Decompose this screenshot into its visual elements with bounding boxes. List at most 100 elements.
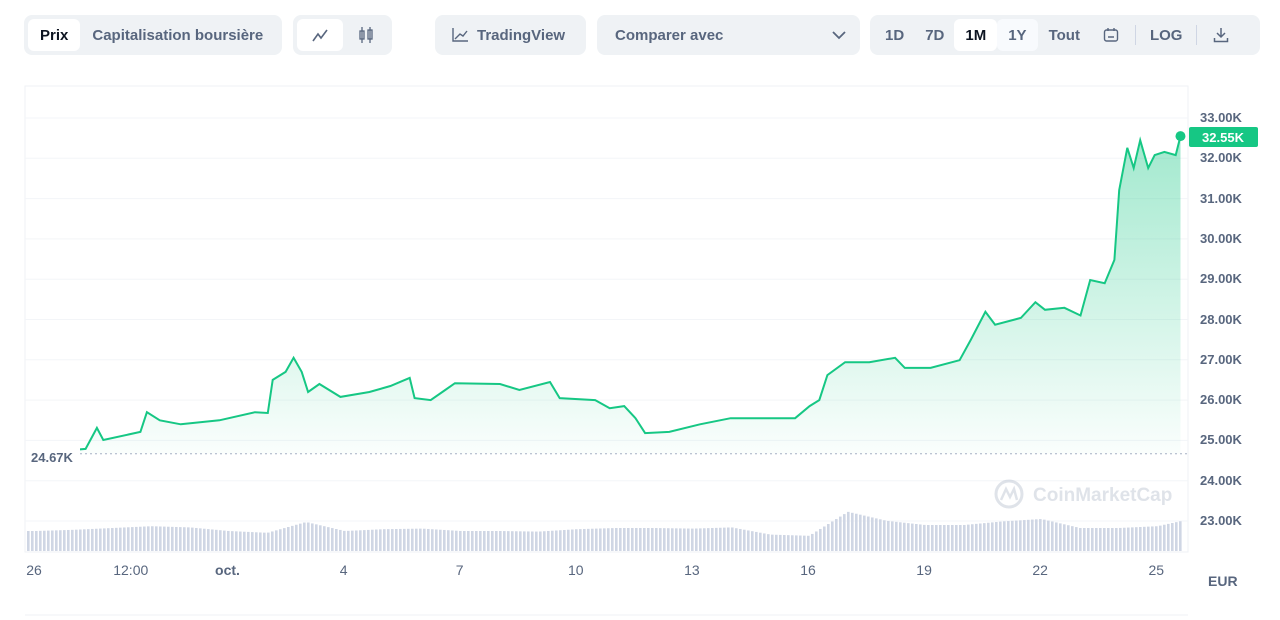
range-all[interactable]: Tout	[1048, 26, 1080, 44]
download-button[interactable]	[1201, 19, 1241, 51]
volume-bar	[471, 531, 474, 551]
volume-bar	[511, 531, 514, 551]
range-1y[interactable]: 1Y	[997, 19, 1038, 51]
y-tick-label: 33.00K	[1200, 110, 1242, 125]
volume-bar	[699, 528, 702, 551]
svg-text:CoinMarketCap: CoinMarketCap	[1033, 485, 1172, 506]
tradingview-button[interactable]: TradingView	[435, 15, 586, 55]
volume-bar	[1055, 522, 1058, 551]
volume-bar	[975, 523, 978, 551]
volume-bar	[259, 532, 262, 551]
volume-bar	[951, 525, 954, 551]
volume-bar	[1131, 527, 1134, 551]
volume-bar	[727, 527, 730, 551]
price-area	[27, 136, 1181, 454]
volume-bar	[171, 526, 174, 551]
volume-bar	[547, 530, 550, 551]
volume-bar	[519, 531, 522, 551]
volume-bar	[1163, 524, 1166, 551]
y-tick-label: 27.00K	[1200, 351, 1242, 367]
volume-bar	[1151, 526, 1154, 551]
volume-bar	[911, 523, 914, 551]
range-1m[interactable]: 1M	[954, 19, 998, 51]
range-1d[interactable]: 1D	[885, 26, 905, 44]
volume-bar	[295, 524, 298, 551]
volume-bar	[703, 528, 706, 551]
volume-bar	[879, 519, 882, 551]
volume-bar	[671, 528, 674, 551]
volume-bar	[959, 525, 962, 551]
volume-bar	[251, 532, 254, 551]
volume-bar	[1075, 527, 1078, 551]
volume-bar	[967, 524, 970, 551]
coinmarketcap-watermark: CoinMarketCap	[994, 479, 1172, 509]
volume-bar	[739, 528, 742, 551]
volume-bar	[931, 525, 934, 551]
volume-bar	[87, 529, 90, 551]
volume-bar	[555, 530, 558, 551]
volume-bar	[231, 531, 234, 551]
volume-bar	[1043, 519, 1046, 551]
volume-bar	[819, 528, 822, 551]
volume-bar	[915, 524, 918, 551]
volume-bar	[271, 531, 274, 551]
volume-bar	[475, 531, 478, 551]
volume-bar	[855, 513, 858, 551]
download-icon	[1214, 28, 1229, 43]
volume-bar	[867, 516, 870, 551]
tab-market-cap[interactable]: Capitalisation boursière	[92, 26, 264, 44]
volume-bar	[815, 531, 818, 551]
volume-bar	[111, 528, 114, 551]
volume-bar	[275, 530, 278, 551]
candlestick-button[interactable]	[343, 19, 389, 51]
log-scale-toggle[interactable]: LOG	[1149, 26, 1183, 44]
volume-bar	[63, 530, 66, 551]
volume-bar	[683, 528, 686, 551]
volume-bar	[1179, 521, 1182, 551]
x-tick-label: 22	[1032, 562, 1048, 578]
volume-bar	[1031, 519, 1034, 551]
metric-toggle: Prix Capitalisation boursière	[24, 15, 282, 55]
range-7d[interactable]: 7D	[925, 26, 945, 44]
date-range-button[interactable]	[1091, 19, 1131, 51]
volume-bar	[763, 533, 766, 551]
volume-bar	[711, 528, 714, 551]
volume-bar	[843, 514, 846, 551]
volume-bar	[579, 529, 582, 551]
volume-bar	[847, 511, 850, 551]
volume-bar	[167, 526, 170, 551]
candlestick-icon	[359, 27, 373, 43]
volume-bar	[1111, 528, 1114, 551]
y-tick-label: 23.00K	[1200, 513, 1242, 528]
volume-bar	[1079, 528, 1082, 551]
compare-dropdown[interactable]: Comparer avec	[597, 15, 860, 55]
volume-bar	[195, 527, 198, 551]
volume-bar	[359, 530, 362, 551]
volume-bar	[795, 535, 798, 551]
volume-bar	[263, 532, 266, 551]
volume-bar	[447, 530, 450, 551]
volume-bar	[963, 524, 966, 551]
volume-bar	[863, 515, 866, 551]
volume-bar	[395, 529, 398, 551]
y-tick-label: 26.00K	[1200, 392, 1242, 408]
volume-bar	[1127, 527, 1130, 551]
volume-bar	[95, 528, 98, 551]
line-chart-button[interactable]	[297, 19, 343, 51]
volume-bar	[995, 522, 998, 551]
volume-bar	[667, 528, 670, 551]
volume-bar	[307, 522, 310, 551]
currency-label: EUR	[1208, 573, 1238, 589]
volume-bar	[503, 531, 506, 551]
current-price-tag	[1189, 127, 1258, 147]
volume-bar	[979, 523, 982, 551]
volume-bar	[327, 527, 330, 551]
volume-bar	[355, 530, 358, 551]
volume-bar	[1087, 528, 1090, 551]
tab-price[interactable]: Prix	[28, 19, 81, 51]
volume-bar	[831, 521, 834, 551]
volume-bar	[163, 526, 166, 551]
volume-bar	[659, 528, 662, 551]
volume-bar	[799, 535, 802, 551]
